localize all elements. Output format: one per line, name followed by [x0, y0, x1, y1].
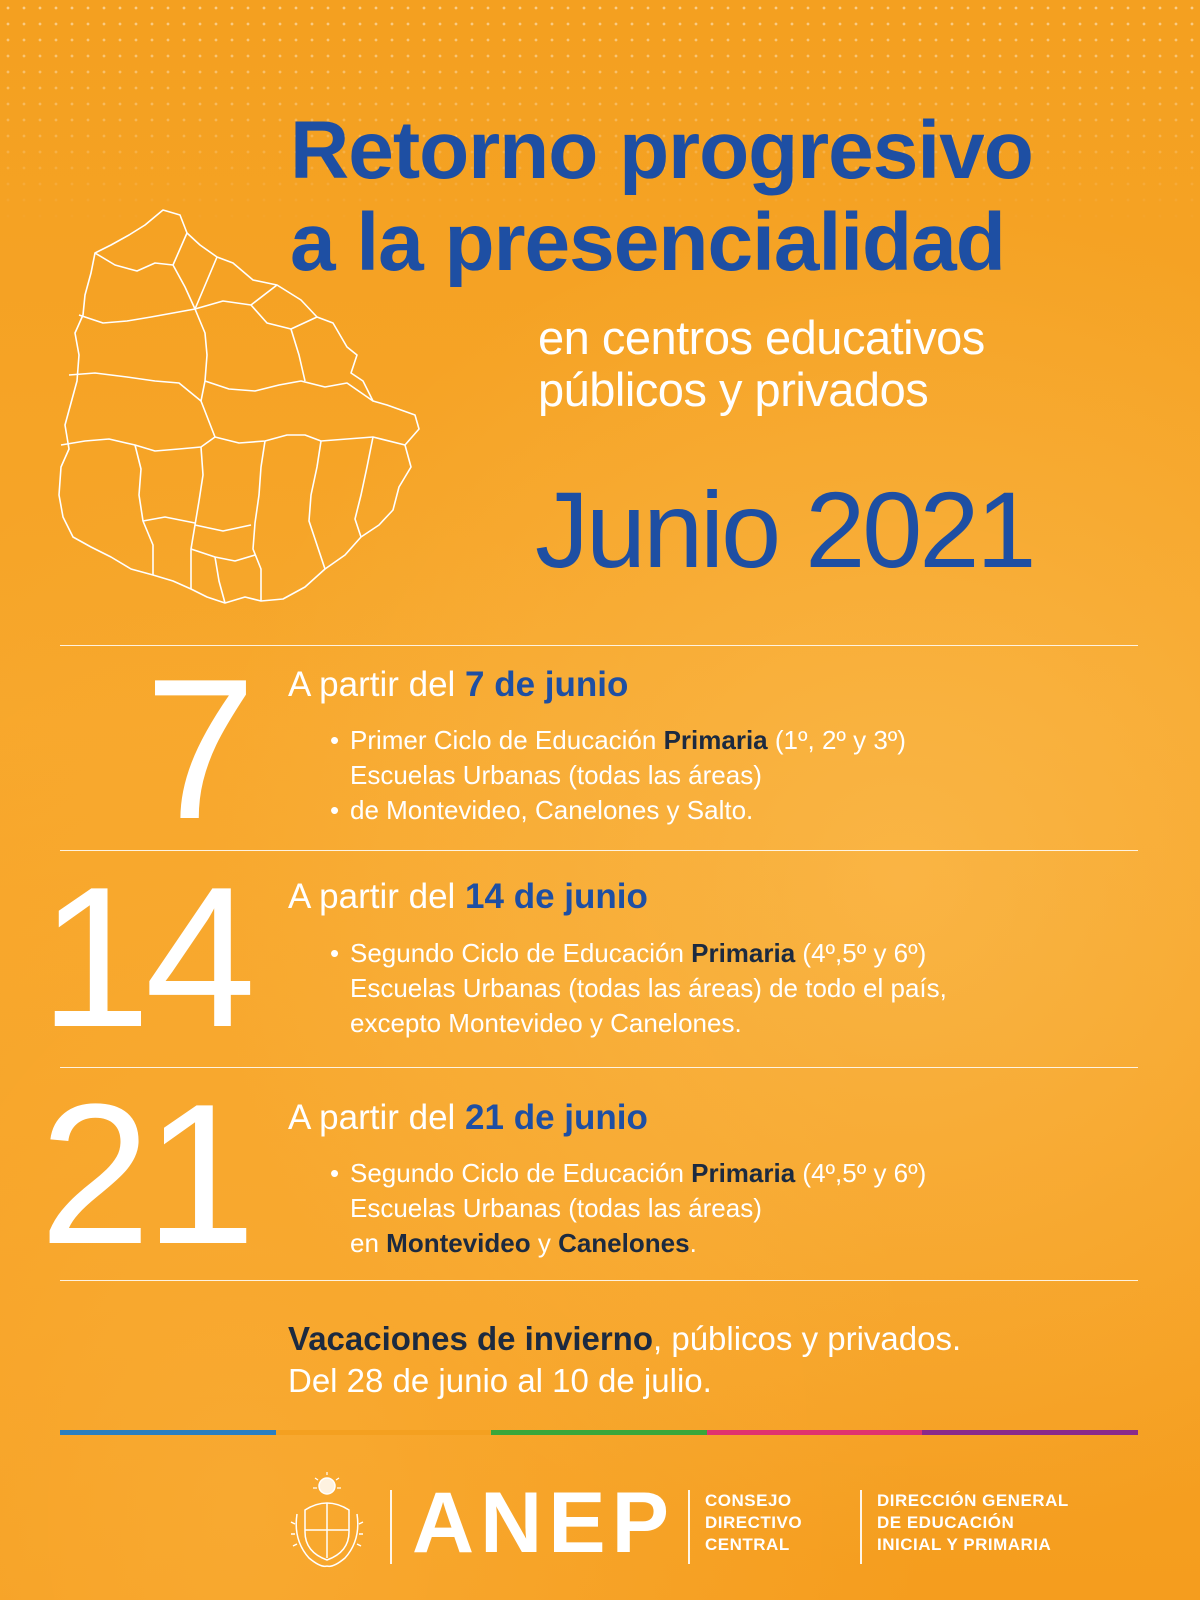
divider	[60, 1067, 1138, 1068]
section-heading-14: A partir del 14 de junio	[288, 876, 648, 918]
color-segment	[275, 1430, 492, 1435]
detail-line: en Montevideo y Canelones.	[330, 1226, 926, 1261]
section-details-21: • Segundo Ciclo de Educación Primaria (4º…	[330, 1156, 926, 1261]
coat-of-arms-icon	[290, 1472, 364, 1568]
detail-text: Segundo Ciclo de Educación	[350, 938, 692, 968]
detail-line: • de Montevideo, Canelones y Salto.	[330, 793, 906, 828]
detail-line: • Primer Ciclo de Educación Primaria (1º,…	[330, 723, 906, 758]
detail-bold: Primaria	[691, 1158, 796, 1188]
footer: ANEP CONSEJO DIRECTIVO CENTRAL DIRECCIÓN…	[0, 1470, 1200, 1580]
divider	[60, 1280, 1138, 1281]
heading-date: 14 de junio	[465, 877, 648, 916]
vacation-bold: Vacaciones de invierno	[288, 1320, 653, 1357]
subtitle-line-2: públicos y privados	[538, 363, 929, 416]
detail-text: (1º, 2º y 3º)	[767, 725, 906, 755]
footer-separator	[860, 1490, 862, 1564]
color-segment	[60, 1430, 276, 1435]
org-line: CONSEJO	[705, 1491, 792, 1510]
date-number-7: 7	[144, 638, 256, 861]
divider	[60, 850, 1138, 851]
bullet-icon: •	[330, 725, 340, 755]
detail-line: • Segundo Ciclo de Educación Primaria (4º…	[330, 936, 947, 971]
detail-line: Escuelas Urbanas (todas las áreas) de to…	[350, 973, 947, 1003]
anep-logo: ANEP	[412, 1475, 675, 1571]
org-line: DE EDUCACIÓN	[877, 1513, 1015, 1532]
detail-bold: Montevideo	[386, 1228, 531, 1258]
detail-text: y	[530, 1228, 559, 1258]
heading-date: 21 de junio	[465, 1098, 648, 1137]
org-consejo: CONSEJO DIRECTIVO CENTRAL	[705, 1490, 802, 1556]
color-segment	[922, 1430, 1138, 1435]
detail-text: (4º,5º y 6º)	[795, 938, 927, 968]
org-line: INICIAL Y PRIMARIA	[877, 1535, 1052, 1554]
section-heading-21: A partir del 21 de junio	[288, 1097, 648, 1139]
detail-text: en	[350, 1228, 387, 1258]
detail-text: de Montevideo, Canelones y Salto.	[350, 795, 754, 825]
bullet-icon: •	[330, 1158, 340, 1188]
detail-line: • Segundo Ciclo de Educación Primaria (4º…	[330, 1156, 926, 1191]
page-title: Retorno progresivo a la presencialidad	[290, 105, 1034, 289]
heading-prefix: A partir del	[288, 877, 466, 916]
bullet-icon: •	[330, 795, 340, 825]
org-direccion: DIRECCIÓN GENERAL DE EDUCACIÓN INICIAL Y…	[877, 1490, 1069, 1556]
uruguay-map-icon	[58, 209, 420, 604]
detail-line: Escuelas Urbanas (todas las áreas)	[350, 1193, 762, 1223]
detail-text: Primer Ciclo de Educación	[350, 725, 664, 755]
detail-bold: Primaria	[691, 938, 796, 968]
dot-pattern	[0, 0, 1200, 230]
bullet-icon: •	[330, 938, 340, 968]
color-segment	[491, 1430, 707, 1435]
date-number-21: 21	[39, 1063, 256, 1286]
color-segment	[706, 1430, 923, 1435]
heading-prefix: A partir del	[288, 665, 466, 704]
month-heading: Junio 2021	[535, 469, 1036, 590]
detail-line: excepto Montevideo y Canelones.	[350, 1008, 742, 1038]
subtitle-line-1: en centros educativos	[538, 311, 985, 364]
section-heading-7: A partir del 7 de junio	[288, 664, 628, 706]
heading-prefix: A partir del	[288, 1098, 466, 1137]
heading-date: 7 de junio	[465, 665, 629, 704]
date-number-14: 14	[39, 846, 256, 1069]
vacation-line-1: Vacaciones de invierno, públicos y priva…	[288, 1318, 961, 1360]
detail-text: .	[689, 1228, 697, 1258]
vacation-text: , públicos y privados.	[653, 1320, 962, 1357]
detail-text: Segundo Ciclo de Educación	[350, 1158, 692, 1188]
detail-bold: Primaria	[663, 725, 768, 755]
detail-line: Escuelas Urbanas (todas las áreas)	[350, 760, 762, 790]
vacation-line-2: Del 28 de junio al 10 de julio.	[288, 1362, 712, 1399]
org-line: DIRECCIÓN GENERAL	[877, 1491, 1069, 1510]
title-line-2: a la presencialidad	[290, 197, 1006, 288]
footer-separator	[688, 1490, 690, 1564]
vacation-notice: Vacaciones de invierno, públicos y priva…	[288, 1318, 961, 1402]
color-bar	[60, 1430, 1138, 1435]
detail-text: (4º,5º y 6º)	[795, 1158, 927, 1188]
detail-bold: Canelones	[558, 1228, 690, 1258]
footer-separator	[390, 1490, 392, 1564]
title-line-1: Retorno progresivo	[290, 105, 1034, 196]
section-details-7: • Primer Ciclo de Educación Primaria (1º,…	[330, 723, 906, 828]
section-details-14: • Segundo Ciclo de Educación Primaria (4º…	[330, 936, 947, 1041]
subtitle: en centros educativos públicos y privado…	[538, 312, 985, 416]
org-line: CENTRAL	[705, 1535, 790, 1554]
org-line: DIRECTIVO	[705, 1513, 803, 1532]
divider	[60, 645, 1138, 646]
